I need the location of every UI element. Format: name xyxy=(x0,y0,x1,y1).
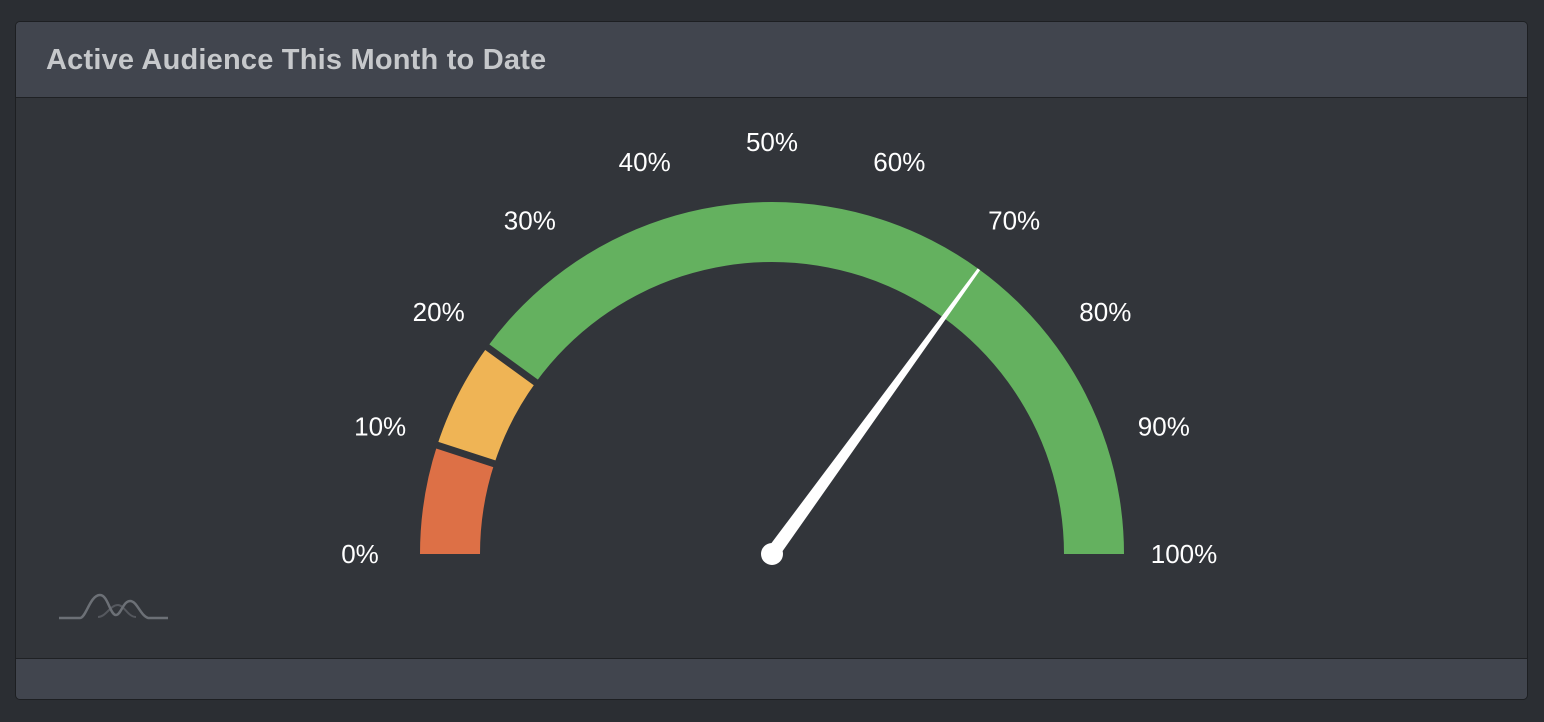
gauge-tick-label: 80% xyxy=(1079,297,1131,327)
gauge-chart: 0% 10% 20% 30% 40% 50% 60% 70% 80% 90% 100% xyxy=(341,127,1217,569)
panel-header: Active Audience This Month to Date xyxy=(16,22,1527,98)
panel-body: 0% 10% 20% 30% 40% 50% 60% 70% 80% 90% 100% xyxy=(16,98,1527,660)
gauge-tick-labels: 0% 10% 20% 30% 40% 50% 60% 70% 80% 90% 100% xyxy=(341,127,1217,569)
gauge-tick-label: 50% xyxy=(746,127,798,157)
gauge-needle-hub xyxy=(761,543,783,565)
gauge-tick-label: 20% xyxy=(413,297,465,327)
panel-title: Active Audience This Month to Date xyxy=(46,44,547,76)
gauge-tick-label: 90% xyxy=(1138,412,1190,442)
gauge-tick-label: 100% xyxy=(1151,539,1218,569)
gauge-band-0 xyxy=(420,445,495,554)
wave-peaks-logo-icon xyxy=(59,593,168,620)
gauge-tick-label: 60% xyxy=(873,147,925,177)
gauge-band-separators xyxy=(434,343,540,468)
gauge-tick-label: 40% xyxy=(619,147,671,177)
gauge-tick-label: 10% xyxy=(354,412,406,442)
gauge-needle xyxy=(766,268,981,559)
gauge-tick-label: 70% xyxy=(988,206,1040,236)
panel-footer xyxy=(16,658,1527,699)
gauge-band-separator-0 xyxy=(434,441,498,468)
gauge-tick-label: 0% xyxy=(341,539,379,569)
gauge-band-1 xyxy=(437,347,536,464)
gauge-band-separator-1 xyxy=(483,343,540,387)
gauge-panel: Active Audience This Month to Date 0% 10%… xyxy=(15,21,1528,700)
gauge-needle-group xyxy=(761,268,981,565)
gauge-tick-label: 30% xyxy=(504,206,556,236)
